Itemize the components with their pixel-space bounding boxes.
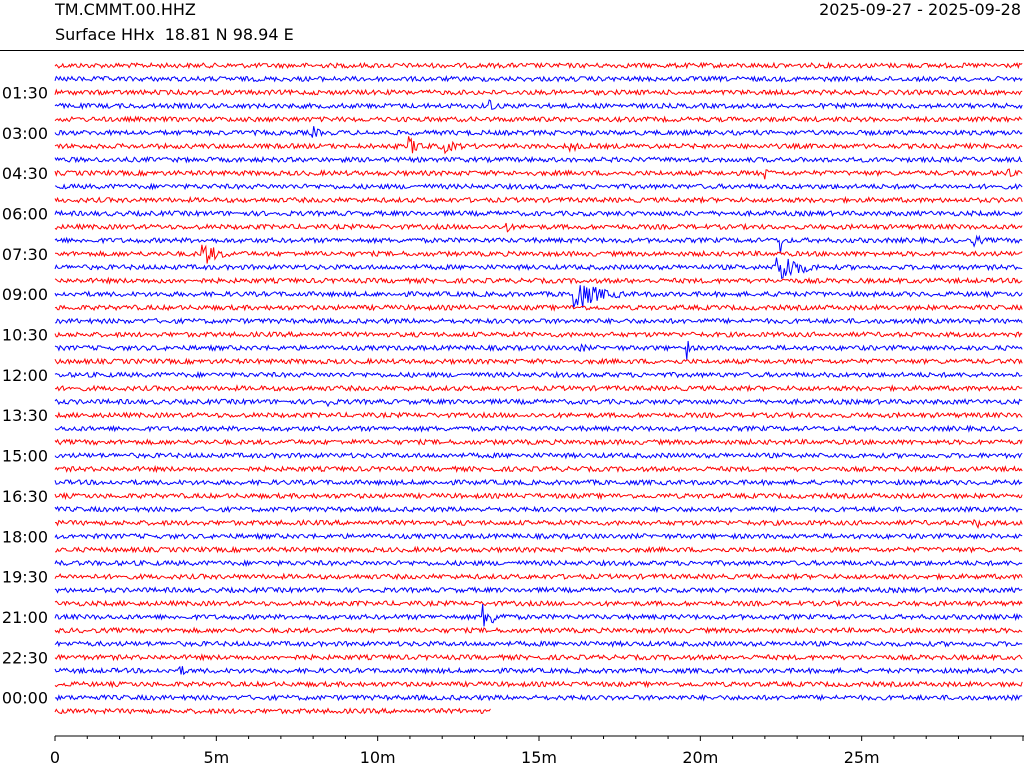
trace-row-24 bbox=[54, 370, 1023, 379]
trace-row-8 bbox=[54, 155, 1023, 164]
trace-row-4 bbox=[54, 99, 1023, 110]
trace-row-49 bbox=[54, 707, 491, 715]
trace-row-48 bbox=[54, 693, 1023, 702]
trace-row-5 bbox=[54, 115, 1023, 124]
trace-row-37 bbox=[54, 545, 1023, 554]
x-tick-label: 0 bbox=[50, 748, 60, 767]
trace-row-19 bbox=[54, 303, 1023, 312]
trace-row-29 bbox=[54, 438, 1023, 446]
date-range: 2025-09-27 - 2025-09-28 bbox=[819, 0, 1021, 19]
trace-rows bbox=[54, 61, 1023, 715]
trace-row-27 bbox=[54, 410, 1023, 420]
trace-row-6 bbox=[54, 126, 1023, 138]
y-tick-label: 13:30 bbox=[2, 406, 48, 425]
x-tick-label: 5m bbox=[203, 748, 229, 767]
trace-row-43 bbox=[54, 626, 1023, 635]
y-tick-label: 04:30 bbox=[2, 164, 48, 183]
trace-row-32 bbox=[54, 478, 1023, 487]
trace-row-26 bbox=[54, 397, 1023, 408]
trace-row-3 bbox=[54, 88, 1023, 97]
trace-row-7 bbox=[54, 136, 1023, 155]
trace-row-17 bbox=[54, 276, 1023, 285]
y-tick-label: 19:30 bbox=[2, 568, 48, 587]
trace-row-46 bbox=[54, 665, 1023, 676]
trace-row-45 bbox=[54, 653, 1023, 662]
y-tick-label: 09:00 bbox=[2, 285, 48, 304]
y-tick-label: 12:00 bbox=[2, 366, 48, 385]
trace-row-12 bbox=[54, 209, 1023, 218]
trace-row-16 bbox=[54, 257, 1023, 280]
trace-row-31 bbox=[54, 464, 1023, 474]
trace-row-18 bbox=[54, 285, 1023, 308]
trace-row-42 bbox=[54, 604, 1023, 627]
y-tick-label: 15:00 bbox=[2, 447, 48, 466]
trace-row-44 bbox=[54, 640, 1023, 648]
y-tick-label: 16:30 bbox=[2, 487, 48, 506]
trace-row-47 bbox=[54, 680, 1023, 689]
y-tick-label: 18:00 bbox=[2, 527, 48, 546]
trace-row-33 bbox=[54, 491, 1023, 501]
trace-row-41 bbox=[54, 599, 1023, 608]
trace-row-14 bbox=[54, 234, 1023, 254]
trace-row-39 bbox=[54, 572, 1023, 581]
x-axis: 0 5m 10m 15m 20m 25m bbox=[50, 735, 1024, 767]
trace-row-28 bbox=[54, 424, 1023, 433]
trace-row-23 bbox=[54, 357, 1023, 366]
x-tick-label: 25m bbox=[844, 748, 880, 767]
trace-row-34 bbox=[54, 505, 1023, 514]
y-tick-label: 01:30 bbox=[2, 83, 48, 102]
trace-row-20 bbox=[54, 317, 1023, 326]
y-tick-label: 06:00 bbox=[2, 204, 48, 223]
station-code: TM.CMMT.00.HHZ bbox=[55, 0, 196, 19]
y-tick-label: 00:00 bbox=[2, 689, 48, 708]
station-location: Surface HHx 18.81 N 98.94 E bbox=[55, 25, 294, 44]
x-tick-label: 20m bbox=[682, 748, 718, 767]
trace-row-36 bbox=[54, 532, 1023, 541]
trace-row-10 bbox=[54, 182, 1023, 191]
header-divider bbox=[0, 50, 1024, 51]
x-tick-label: 15m bbox=[521, 748, 557, 767]
y-axis-labels: 01:30 03:00 04:30 06:00 07:30 09:00 10:30 12:00… bbox=[2, 83, 48, 707]
trace-row-11 bbox=[54, 195, 1023, 205]
y-tick-label: 10:30 bbox=[2, 326, 48, 345]
y-tick-label: 21:00 bbox=[2, 608, 48, 627]
trace-row-38 bbox=[54, 559, 1023, 568]
x-tick-label: 10m bbox=[360, 748, 396, 767]
trace-row-1 bbox=[54, 61, 1023, 70]
trace-row-21 bbox=[54, 330, 1023, 339]
y-tick-label: 07:30 bbox=[2, 245, 48, 264]
trace-row-25 bbox=[54, 384, 1023, 393]
trace-row-30 bbox=[54, 451, 1023, 460]
y-tick-label: 03:00 bbox=[2, 124, 48, 143]
trace-row-35 bbox=[54, 518, 1023, 529]
trace-row-40 bbox=[54, 586, 1023, 594]
trace-row-2 bbox=[54, 75, 1023, 83]
trace-row-9 bbox=[54, 168, 1023, 180]
y-tick-label: 22:30 bbox=[2, 648, 48, 667]
trace-row-22 bbox=[54, 340, 1023, 360]
trace-row-13 bbox=[54, 222, 1023, 233]
trace-row-15 bbox=[55, 244, 1023, 264]
